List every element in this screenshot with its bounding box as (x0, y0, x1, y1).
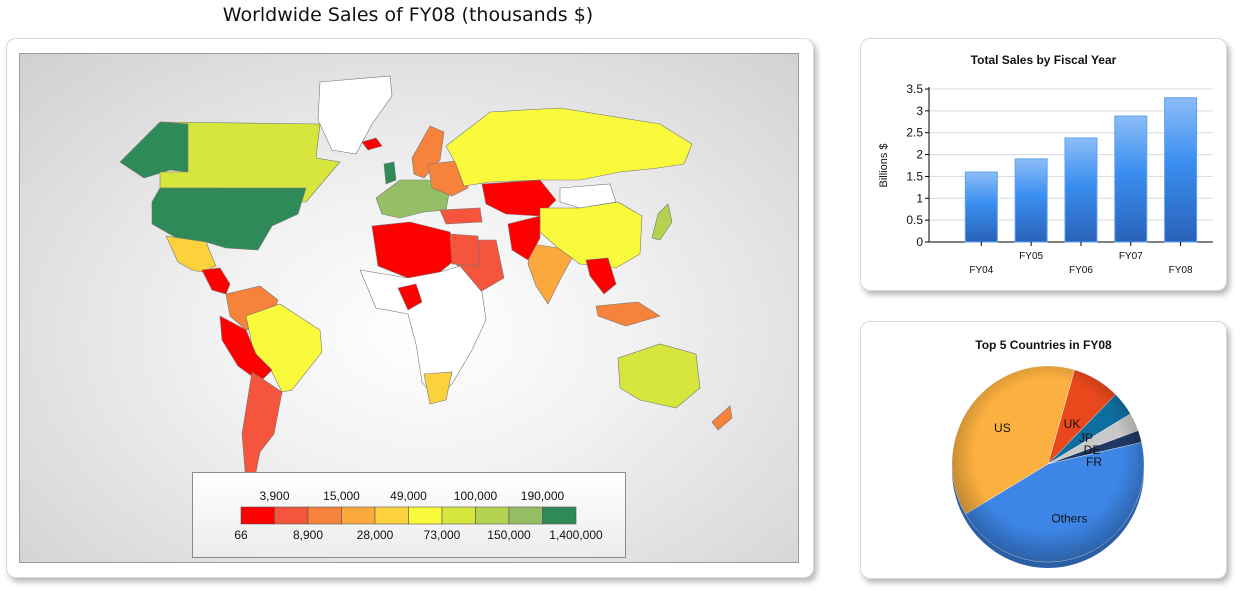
bar-fy08 (1164, 97, 1198, 243)
bar-fy04 (964, 171, 998, 243)
legend-upper-label: 15,000 (323, 489, 360, 503)
bar-y-tick-label: 0.5 (906, 213, 923, 227)
bar-x-tick-label: FY08 (1169, 265, 1193, 276)
map-region-egypt[interactable] (449, 233, 481, 267)
legend-swatch (240, 506, 275, 525)
map-panel: 3,900 15,000 49,000 100,000 190,000 66 8,900 2… (6, 38, 814, 578)
bar-chart: 0 0.5 1 1.5 2 2.5 3 3.5 Billions $ FY04 FY05 FY06 FY… (878, 82, 1213, 276)
map-region-iceland[interactable] (361, 137, 383, 151)
bar-fy05 (1014, 158, 1048, 243)
map-region-africa[interactable] (359, 265, 487, 401)
bar-fy06 (1064, 137, 1098, 243)
pie-label-uk: UK (1064, 417, 1081, 431)
map-region-nigeria[interactable] (397, 283, 423, 311)
map-region-japan[interactable] (651, 203, 673, 241)
bar-x-tick-label: FY04 (969, 265, 993, 276)
map-legend: 3,900 15,000 49,000 100,000 190,000 66 8,900 2… (192, 472, 626, 558)
map-region-alaska[interactable] (119, 121, 191, 179)
bar-x-tick-label: FY06 (1069, 265, 1093, 276)
legend-swatch (374, 506, 409, 525)
map-region-china[interactable] (539, 201, 643, 269)
legend-lower-label: 73,000 (423, 528, 461, 542)
bar-chart-panel: Total Sales by Fiscal Year 0 0.5 1 1.5 2 2.5 3… (860, 38, 1227, 291)
pie-label-jp: JP (1079, 431, 1093, 445)
map-region-pakistan[interactable] (507, 215, 541, 261)
map-region-greenland[interactable] (317, 75, 393, 155)
legend-lower-label: 8,900 (292, 528, 324, 542)
legend-swatch (542, 506, 577, 525)
map-region-peru[interactable] (219, 315, 273, 383)
legend-swatch (508, 506, 543, 525)
bar-y-tick-label: 0 (916, 235, 923, 249)
map-title: Worldwide Sales of FY08 (thousands $) (222, 4, 594, 26)
map-region-uk[interactable] (383, 161, 397, 185)
pie-chart-panel: Top 5 Countries in FY08 UK JP DE FR Others US (860, 321, 1227, 579)
map-region-scandinavia[interactable] (411, 125, 445, 179)
legend-lower-label: 28,000 (356, 528, 394, 542)
bar-x-tick-label: FY07 (1119, 251, 1143, 262)
bar-chart-title: Total Sales by Fiscal Year (970, 53, 1117, 67)
map-region-usa[interactable] (151, 187, 307, 251)
bar-x-tick-label: FY05 (1019, 251, 1043, 262)
bar-y-tick-label: 2.5 (906, 126, 923, 140)
map-region-mexico[interactable] (165, 235, 217, 273)
map-region-australia[interactable] (617, 343, 701, 409)
bar-y-tick-label: 1.5 (906, 169, 923, 183)
map-region-turkey[interactable] (439, 207, 483, 225)
bar-fy07 (1114, 115, 1148, 243)
legend-swatch (441, 506, 476, 525)
pie-label-us: US (994, 421, 1011, 435)
legend-lower-label: 66 (234, 528, 248, 542)
legend-swatch (341, 506, 376, 525)
legend-swatch (475, 506, 510, 525)
map-region-russia[interactable] (445, 107, 693, 187)
legend-colorbar (240, 506, 577, 525)
legend-upper-label: 100,000 (453, 489, 498, 503)
legend-swatch (274, 506, 309, 525)
map-region-new-zealand[interactable] (711, 405, 733, 431)
bar-y-axis-label: Billions $ (878, 143, 890, 187)
map-region-indonesia[interactable] (595, 301, 661, 327)
map-region-north-africa[interactable] (371, 221, 461, 279)
bar-y-tick-label: 3.5 (906, 82, 923, 96)
legend-lower-label: 150,000 (487, 528, 531, 542)
pie-label-de: DE (1084, 443, 1101, 457)
pie-label-fr: FR (1086, 455, 1102, 469)
world-map[interactable]: 3,900 15,000 49,000 100,000 190,000 66 8,900 2… (19, 53, 799, 563)
pie-label-others: Others (1051, 512, 1087, 526)
map-region-se-asia[interactable] (585, 257, 617, 295)
map-region-south-africa[interactable] (423, 371, 453, 405)
legend-upper-label: 3,900 (259, 489, 290, 503)
pie-chart-title: Top 5 Countries in FY08 (975, 338, 1112, 352)
legend-swatch (307, 506, 342, 525)
world-map-svg (119, 75, 733, 483)
legend-swatch (408, 506, 443, 525)
map-region-central-america[interactable] (201, 267, 231, 295)
legend-lower-label: 1,400,000 (549, 528, 603, 542)
legend-upper-label: 49,000 (390, 489, 427, 503)
bar-y-tick-label: 1 (916, 191, 923, 205)
legend-upper-label: 190,000 (520, 489, 565, 503)
bar-y-tick-label: 3 (916, 104, 923, 118)
bar-y-tick-label: 2 (916, 148, 923, 162)
map-region-argentina[interactable] (241, 371, 283, 483)
map-region-india[interactable] (527, 243, 573, 305)
pie-shading (952, 366, 1144, 562)
